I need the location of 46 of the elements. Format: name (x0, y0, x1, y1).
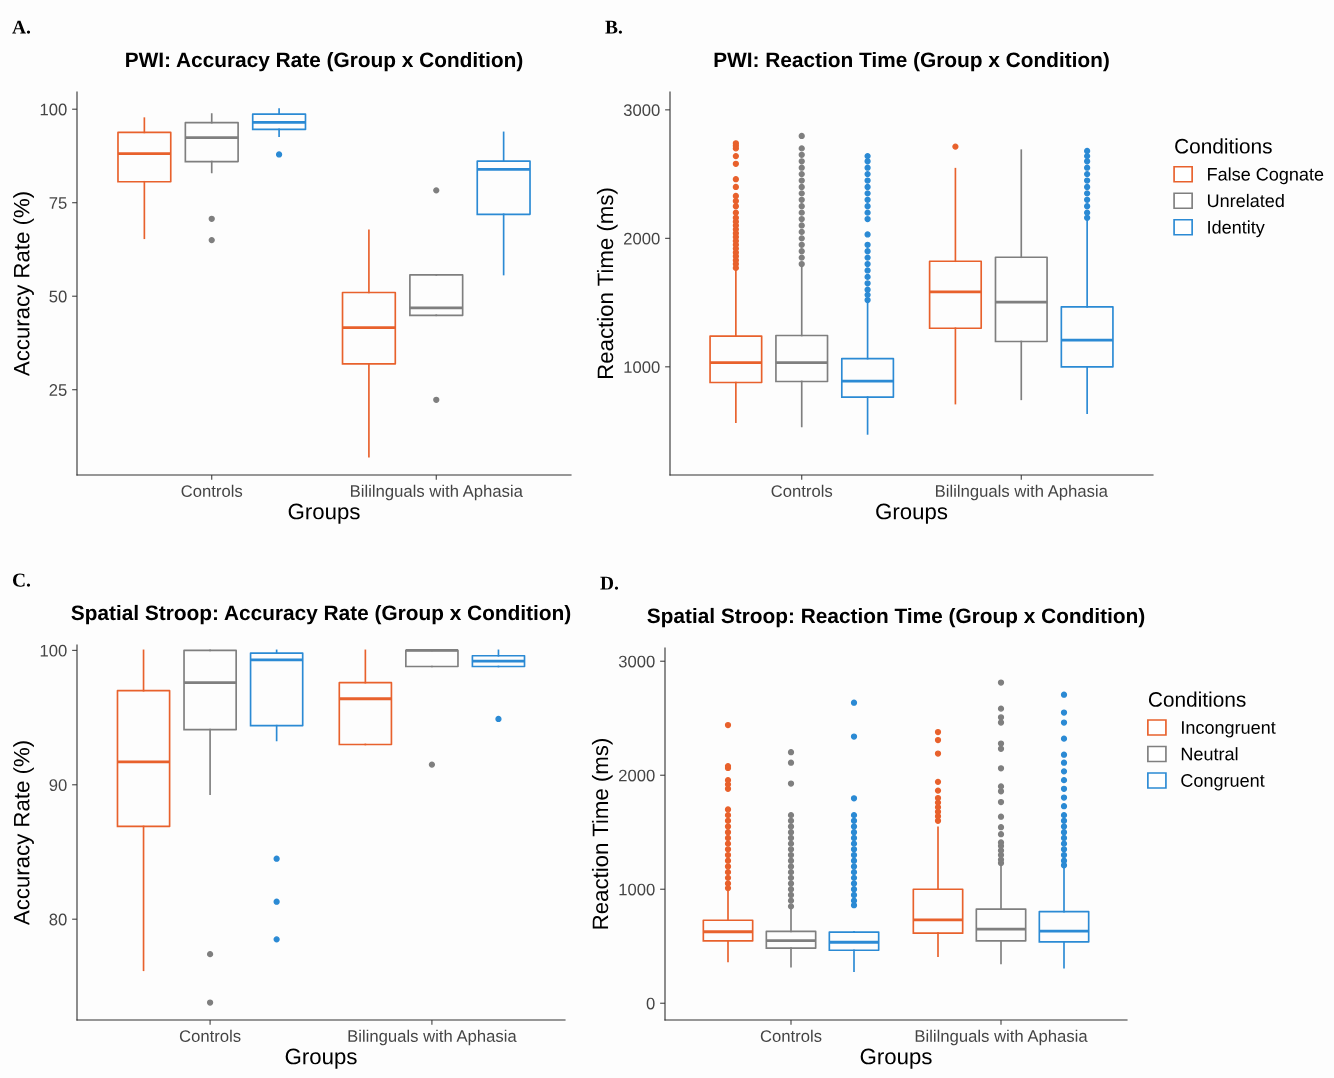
y-tick-label: 50 (49, 290, 67, 303)
y-tick-label: 100 (40, 644, 67, 657)
y-tick-label: 3000 (618, 655, 655, 668)
y-axis-title: Reaction Time (ms) (591, 739, 613, 929)
y-tick-label: 0 (646, 997, 655, 1010)
chart-title: Spatial Stroop: Accuracy Rate (Group x Condition) (71, 604, 571, 625)
legend-title: Conditions (1148, 691, 1246, 707)
x-tick-label: Controls (181, 484, 243, 497)
y-tick-label: 2000 (624, 232, 660, 245)
text: C. (12, 573, 31, 587)
x-tick-label: Controls (179, 1029, 241, 1042)
x-axis-title: Groups (288, 503, 360, 524)
chart-title: PWI: Reaction Time (Group x Condition) (714, 51, 1109, 72)
y-tick-label: 80 (49, 913, 67, 926)
chart-title: PWI: Accuracy Rate (Group x Condition) (126, 51, 523, 72)
x-tick-label: Bilinguals with Aphasia (348, 1029, 517, 1046)
y-axis-title: Accuracy Rate (%) (13, 192, 34, 377)
y-tick-label: 75 (49, 197, 67, 209)
text: B. (605, 20, 622, 34)
x-tick-label: Controls (760, 1029, 822, 1042)
x-axis-title: Groups (285, 1048, 357, 1069)
y-axis-title: Accuracy Rate (%) (13, 741, 34, 926)
chart-title: Spatial Stroop: Reaction Time (Group x Condition) (647, 607, 1145, 628)
x-tick-label: Bililnguals with Aphasia (915, 1029, 1088, 1046)
x-axis-title: Groups (876, 503, 948, 524)
x-tick-label: Controls (771, 484, 833, 497)
x-tick-label: Bililnguals with Aphasia (351, 484, 523, 501)
legend-label: False Cognate (1208, 167, 1324, 185)
legend-title: Conditions (1175, 138, 1272, 154)
y-tick-label: 3000 (623, 104, 660, 117)
legend-label: Identity (1208, 220, 1265, 238)
text: D. (600, 576, 619, 590)
y-tick-label: 100 (40, 103, 67, 116)
legend-label: Incongruent (1182, 721, 1276, 738)
y-tick-label: 1000 (619, 883, 655, 896)
y-tick-label: 1000 (624, 361, 660, 374)
y-tick-label: 90 (49, 779, 67, 791)
legend-label: Unrelated (1207, 193, 1284, 208)
y-tick-label: 25 (49, 384, 67, 396)
x-axis-title: Groups (860, 1048, 932, 1069)
text: A. (12, 20, 31, 34)
x-tick-label: Bililnguals with Aphasia (936, 484, 1108, 501)
legend-label: Neutral (1181, 747, 1238, 761)
y-axis-title: Reaction Time (ms) (596, 188, 618, 378)
legend-label: Congruent (1181, 774, 1265, 791)
y-tick-label: 2000 (619, 769, 655, 782)
